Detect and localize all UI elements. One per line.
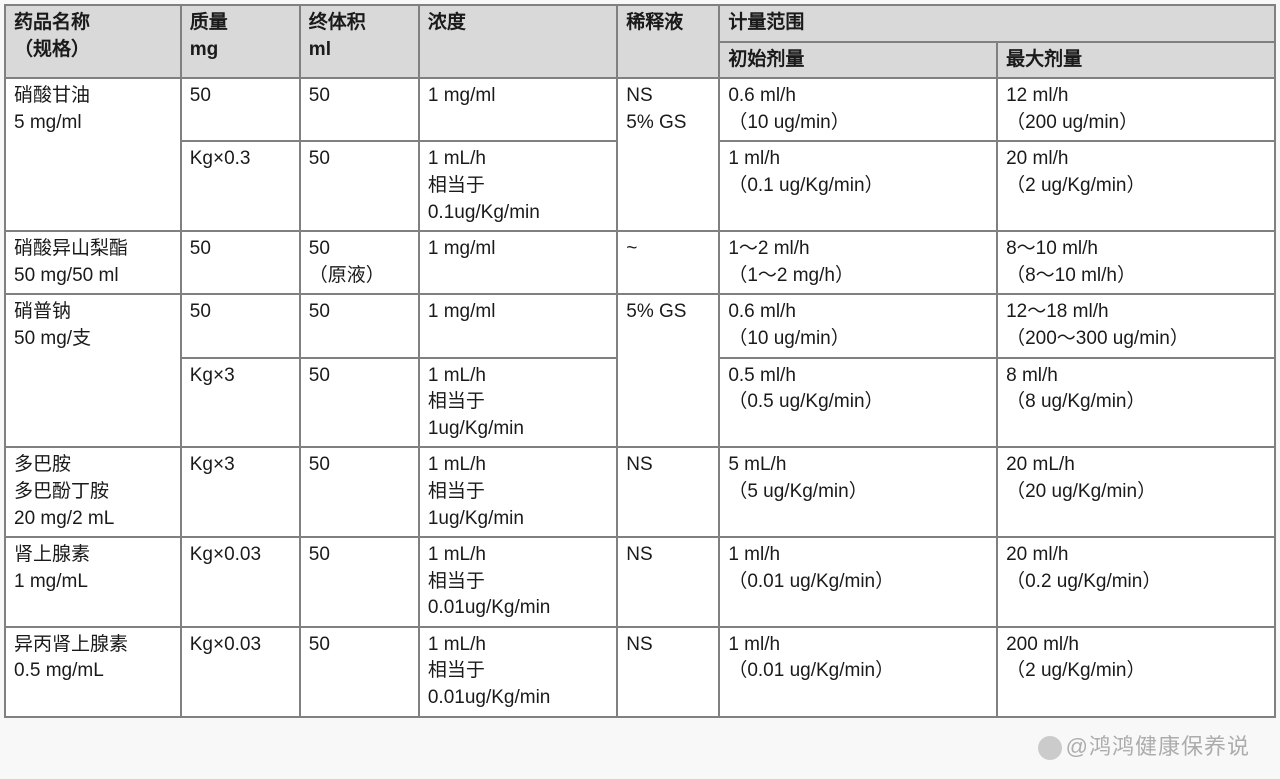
col-initial-dose: 初始剂量 <box>719 42 997 79</box>
cell-diluent: NS 5% GS <box>617 78 719 231</box>
cell-conc: 1 mL/h 相当于 0.01ug/Kg/min <box>419 627 617 717</box>
cell-diluent: ~ <box>617 231 719 294</box>
col-concentration: 浓度 <box>419 5 617 78</box>
cell-diluent: 5% GS <box>617 294 719 447</box>
cell-volume: 50 <box>300 627 419 717</box>
cell-init: 5 mL/h （5 ug/Kg/min） <box>719 447 997 537</box>
cell-name: 硝酸甘油 5 mg/ml <box>5 78 181 231</box>
cell-name: 肾上腺素 1 mg/mL <box>5 537 181 627</box>
table-row: 肾上腺素 1 mg/mLKg×0.03501 mL/h 相当于 0.01ug/K… <box>5 537 1275 627</box>
col-diluent: 稀释液 <box>617 5 719 78</box>
table-body: 硝酸甘油 5 mg/ml50501 mg/mlNS 5% GS0.6 ml/h … <box>5 78 1275 716</box>
cell-init: 1 ml/h （0.01 ug/Kg/min） <box>719 537 997 627</box>
cell-max: 20 ml/h （0.2 ug/Kg/min） <box>997 537 1275 627</box>
cell-mass: Kg×0.3 <box>181 141 300 231</box>
col-max-dose: 最大剂量 <box>997 42 1275 79</box>
watermark: @鸿鸿健康保养说 <box>1038 729 1250 761</box>
cell-volume: 50 <box>300 294 419 357</box>
cell-init: 0.5 ml/h （0.5 ug/Kg/min） <box>719 358 997 448</box>
cell-init: 0.6 ml/h （10 ug/min） <box>719 78 997 141</box>
cell-max: 20 ml/h （2 ug/Kg/min） <box>997 141 1275 231</box>
cell-conc: 1 mg/ml <box>419 78 617 141</box>
cell-name: 异丙肾上腺素 0.5 mg/mL <box>5 627 181 717</box>
cell-conc: 1 mg/ml <box>419 294 617 357</box>
cell-conc: 1 mL/h 相当于 0.1ug/Kg/min <box>419 141 617 231</box>
cell-volume: 50 <box>300 78 419 141</box>
watermark-icon <box>1038 736 1062 760</box>
table-row: 硝酸异山梨酯 50 mg/50 ml5050 （原液）1 mg/ml~1～2 m… <box>5 231 1275 294</box>
cell-conc: 1 mL/h 相当于 1ug/Kg/min <box>419 447 617 537</box>
cell-mass: Kg×3 <box>181 358 300 448</box>
cell-max: 12 ml/h （200 ug/min） <box>997 78 1275 141</box>
cell-conc: 1 mL/h 相当于 0.01ug/Kg/min <box>419 537 617 627</box>
cell-volume: 50 <box>300 447 419 537</box>
table-header: 药品名称 （规格） 质量 mg 终体积 ml 浓度 稀释液 计量范围 初始剂量 … <box>5 5 1275 78</box>
cell-init: 1 ml/h （0.1 ug/Kg/min） <box>719 141 997 231</box>
cell-name: 硝普钠 50 mg/支 <box>5 294 181 447</box>
cell-max: 20 mL/h （20 ug/Kg/min） <box>997 447 1275 537</box>
cell-volume: 50 （原液） <box>300 231 419 294</box>
cell-conc: 1 mL/h 相当于 1ug/Kg/min <box>419 358 617 448</box>
cell-mass: Kg×3 <box>181 447 300 537</box>
cell-mass: 50 <box>181 78 300 141</box>
cell-conc: 1 mg/ml <box>419 231 617 294</box>
table-row: 硝酸甘油 5 mg/ml50501 mg/mlNS 5% GS0.6 ml/h … <box>5 78 1275 141</box>
table-row: 异丙肾上腺素 0.5 mg/mLKg×0.03501 mL/h 相当于 0.01… <box>5 627 1275 717</box>
col-dose-range: 计量范围 <box>719 5 1275 42</box>
cell-max: 12～18 ml/h （200～300 ug/min） <box>997 294 1275 357</box>
cell-name: 多巴胺 多巴酚丁胺 20 mg/2 mL <box>5 447 181 537</box>
table-row: 多巴胺 多巴酚丁胺 20 mg/2 mLKg×3501 mL/h 相当于 1ug… <box>5 447 1275 537</box>
cell-max: 200 ml/h （2 ug/Kg/min） <box>997 627 1275 717</box>
cell-diluent: NS <box>617 447 719 537</box>
cell-max: 8 ml/h （8 ug/Kg/min） <box>997 358 1275 448</box>
cell-init: 1～2 ml/h （1～2 mg/h） <box>719 231 997 294</box>
cell-max: 8～10 ml/h （8～10 ml/h） <box>997 231 1275 294</box>
cell-diluent: NS <box>617 537 719 627</box>
cell-mass: 50 <box>181 231 300 294</box>
col-volume: 终体积 ml <box>300 5 419 78</box>
drug-dosage-table: 药品名称 （规格） 质量 mg 终体积 ml 浓度 稀释液 计量范围 初始剂量 … <box>4 4 1276 718</box>
watermark-text: @鸿鸿健康保养说 <box>1066 734 1250 759</box>
cell-init: 1 ml/h （0.01 ug/Kg/min） <box>719 627 997 717</box>
cell-volume: 50 <box>300 358 419 448</box>
table-row: 硝普钠 50 mg/支50501 mg/ml5% GS0.6 ml/h （10 … <box>5 294 1275 357</box>
cell-volume: 50 <box>300 537 419 627</box>
cell-volume: 50 <box>300 141 419 231</box>
cell-mass: Kg×0.03 <box>181 537 300 627</box>
cell-mass: 50 <box>181 294 300 357</box>
cell-init: 0.6 ml/h （10 ug/min） <box>719 294 997 357</box>
cell-mass: Kg×0.03 <box>181 627 300 717</box>
cell-diluent: NS <box>617 627 719 717</box>
cell-name: 硝酸异山梨酯 50 mg/50 ml <box>5 231 181 294</box>
col-mass: 质量 mg <box>181 5 300 78</box>
col-drug-name: 药品名称 （规格） <box>5 5 181 78</box>
